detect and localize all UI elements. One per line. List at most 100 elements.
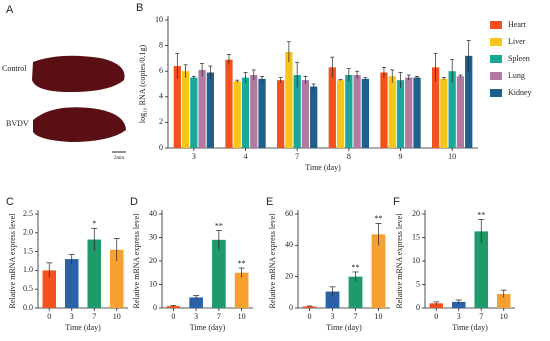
significance: ** — [375, 214, 383, 223]
bar — [345, 75, 353, 148]
spleen-image — [33, 107, 126, 142]
panel-label: F — [393, 196, 400, 208]
x-tick-label: 10 — [448, 152, 456, 161]
bar — [429, 303, 443, 308]
bar — [225, 59, 233, 148]
significance: ** — [215, 221, 223, 230]
y-tick-label: 2.0 — [23, 228, 33, 237]
y-tick-label: 1.0 — [23, 265, 33, 274]
y-tick-label: 0 — [153, 303, 157, 312]
bar — [328, 67, 336, 148]
legend-label: Liver — [508, 37, 526, 46]
x-tick-label: 3 — [457, 312, 461, 321]
bar — [396, 80, 405, 148]
x-tick-label: 10 — [113, 312, 121, 321]
y-tick-label: 40 — [285, 240, 293, 249]
x-tick-label: 10 — [375, 312, 383, 321]
bar — [448, 71, 456, 148]
bar — [432, 67, 440, 148]
legend-label: Lung — [508, 71, 525, 80]
x-tick-label: 9 — [399, 152, 403, 161]
panel-label: C — [6, 196, 14, 208]
legend-swatch — [490, 55, 502, 63]
bar — [440, 78, 448, 148]
legend-swatch — [490, 72, 502, 80]
x-tick-label: 7 — [295, 152, 299, 161]
y-tick-label: 10 — [149, 279, 157, 288]
y-tick-label: 40 — [149, 209, 157, 218]
bar — [234, 272, 249, 308]
x-tick-label: 0 — [171, 312, 175, 321]
x-tick-label: 0 — [434, 312, 438, 321]
bar — [241, 77, 250, 148]
y-tick-label: 10 — [155, 15, 163, 24]
bar — [371, 234, 386, 308]
bar — [258, 78, 266, 148]
scale-label: 2mm — [114, 156, 124, 161]
x-tick-label: 3 — [194, 312, 198, 321]
bar — [353, 75, 361, 148]
y-tick-label: 6 — [159, 66, 163, 75]
bar — [293, 75, 301, 148]
bar — [336, 80, 345, 148]
bar — [380, 72, 388, 148]
bar — [65, 259, 79, 308]
y-axis-label: Relative mRNA express level — [268, 213, 277, 309]
x-tick-label: 0 — [308, 312, 312, 321]
legend-label: Kidney — [508, 88, 532, 97]
legend-swatch — [490, 38, 502, 46]
y-tick-label: 20 — [149, 256, 157, 265]
bar — [452, 301, 466, 308]
y-tick-label: 0.5 — [23, 284, 33, 293]
x-tick-label: 7 — [354, 312, 358, 321]
x-tick-label: 3 — [331, 312, 335, 321]
spleen-image — [32, 55, 125, 92]
bar — [413, 77, 421, 148]
y-tick-label: 20 — [412, 209, 420, 218]
x-tick-label: 7 — [92, 312, 96, 321]
row-label: BVDV — [6, 119, 29, 128]
y-tick-label: 0.0 — [23, 303, 33, 312]
bar — [456, 76, 465, 148]
x-axis-label: Time (day) — [65, 323, 101, 332]
y-tick-label: 8 — [159, 40, 163, 49]
y-tick-label: 15 — [412, 232, 420, 241]
y-tick-label: 10 — [412, 256, 420, 265]
bar — [361, 78, 369, 148]
panel-label: E — [266, 196, 273, 208]
panel-label: D — [130, 196, 138, 208]
significance: * — [92, 219, 96, 228]
y-tick-label: 4 — [159, 92, 163, 101]
x-tick-label: 10 — [500, 312, 508, 321]
x-axis-label: Time (day) — [190, 323, 226, 332]
bar — [198, 69, 206, 148]
bar — [212, 239, 226, 308]
y-tick-label: 0 — [416, 303, 420, 312]
bar — [325, 291, 340, 308]
y-axis-label: Relative mRNA express level — [8, 213, 17, 309]
x-tick-label: 0 — [47, 312, 51, 321]
bar — [277, 80, 285, 148]
bar — [405, 77, 413, 148]
bar — [189, 297, 203, 308]
bar — [110, 249, 124, 308]
legend-label: Spleen — [508, 54, 530, 63]
bar — [233, 81, 241, 148]
x-axis-label: Time (day) — [326, 323, 362, 332]
panel-label: A — [6, 4, 14, 16]
y-tick-label: 1.5 — [23, 246, 33, 255]
bar — [388, 76, 396, 148]
legend-swatch — [490, 21, 502, 29]
y-tick-label: 30 — [149, 232, 157, 241]
significance: ** — [477, 210, 485, 219]
x-tick-label: 3 — [192, 152, 196, 161]
y-tick-label: 0 — [159, 143, 163, 152]
x-axis-label: Time (day) — [305, 163, 341, 172]
x-tick-label: 7 — [217, 312, 221, 321]
legend-swatch — [490, 89, 502, 97]
bar — [348, 276, 363, 308]
significance: ** — [238, 259, 246, 268]
y-tick-label: 20 — [285, 271, 293, 280]
